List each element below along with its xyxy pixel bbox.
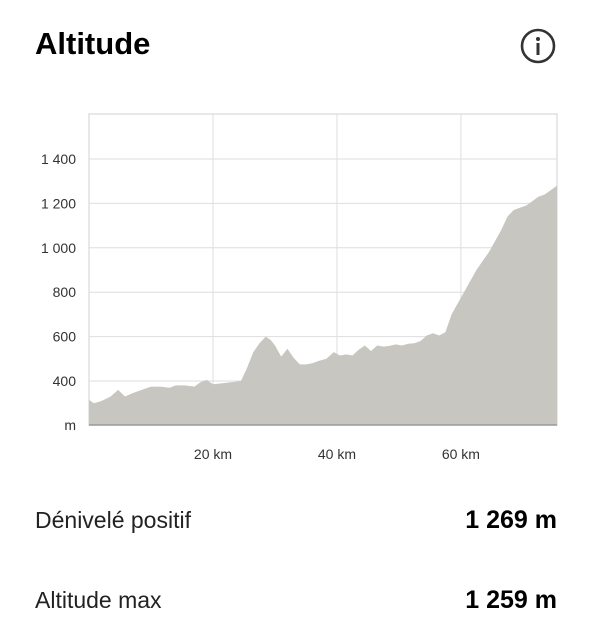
stat-elevation-gain: Dénivelé positif 1 269 m [35, 500, 557, 540]
chart-area-layer [89, 185, 557, 425]
y-tick-label: 1 000 [41, 240, 76, 256]
altitude-chart: m 400 600 800 1 000 1 200 1 400 20 km 40 km 60 km [41, 113, 558, 462]
y-tick-label: 1 200 [41, 195, 76, 211]
info-icon [520, 28, 556, 64]
x-tick-label: 60 km [442, 446, 480, 462]
info-button[interactable] [520, 28, 556, 64]
y-tick-label: 800 [53, 284, 77, 300]
chart-tick-labels: m 400 600 800 1 000 1 200 1 400 20 km 40 km 60 km [41, 151, 480, 462]
stat-max-altitude: Altitude max 1 259 m [35, 580, 557, 620]
y-tick-label: 600 [53, 329, 77, 345]
stat-value-max-altitude: 1 259 m [465, 585, 557, 614]
stat-label-max-altitude: Altitude max [35, 586, 162, 613]
page-title: Altitude [35, 26, 151, 61]
y-tick-label: 400 [53, 373, 77, 389]
x-tick-label: 40 km [318, 446, 356, 462]
stat-value-elevation-gain: 1 269 m [465, 505, 557, 534]
stat-label-elevation-gain: Dénivelé positif [35, 506, 191, 533]
x-tick-label: 20 km [194, 446, 232, 462]
y-tick-label: m [64, 417, 76, 433]
altitude-area [89, 185, 557, 425]
y-tick-label: 1 400 [41, 151, 76, 167]
